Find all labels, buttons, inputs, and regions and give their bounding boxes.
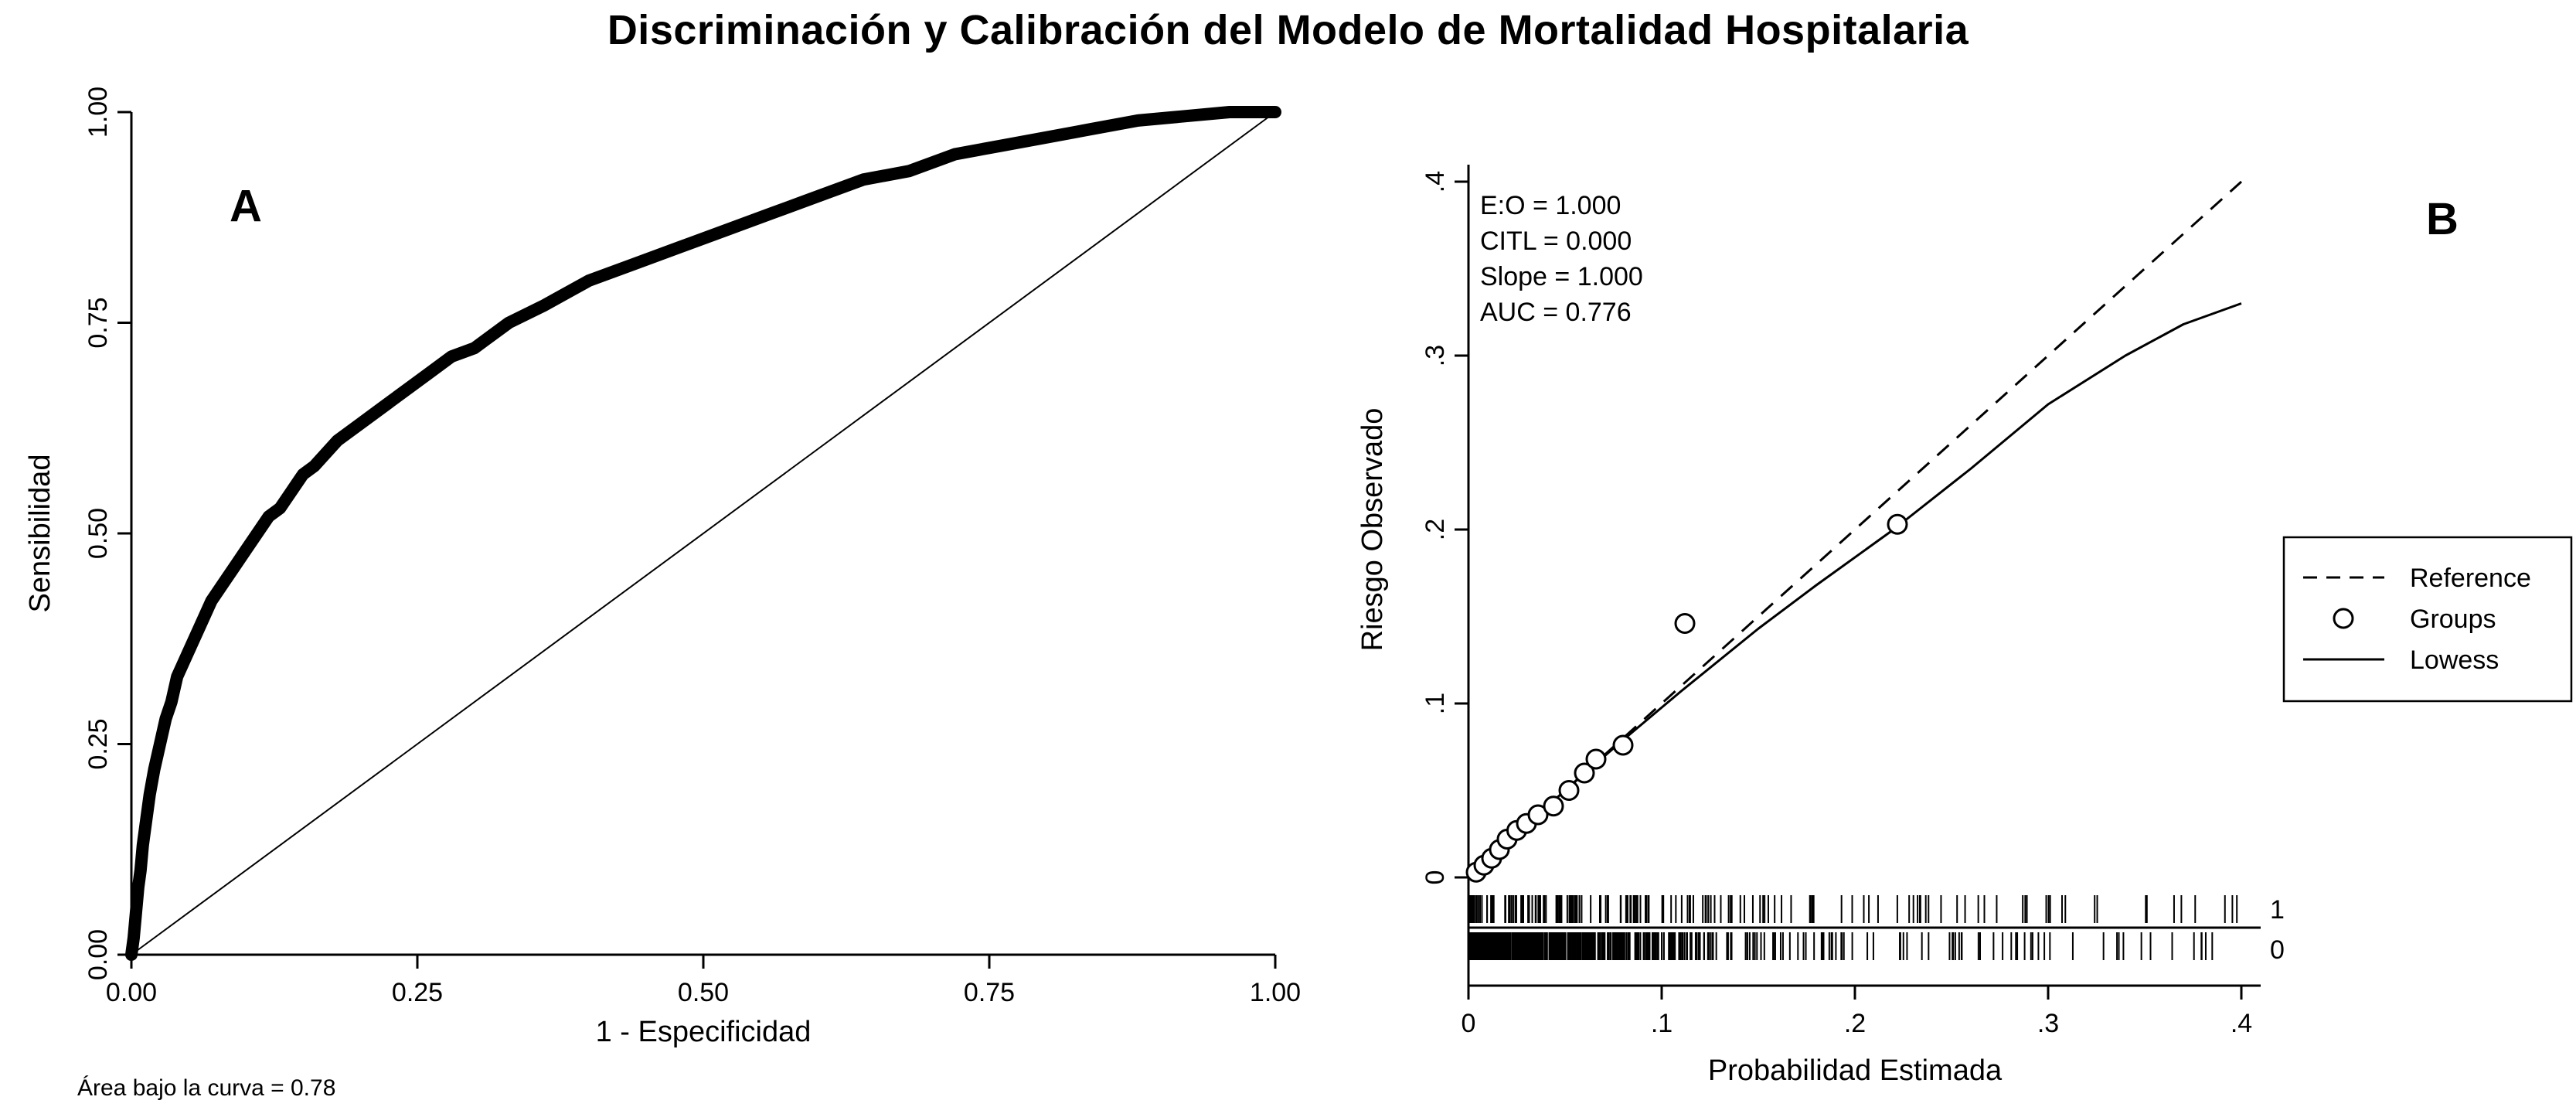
y-tick-label: .4	[1421, 171, 1450, 192]
y-tick-label: 0.50	[83, 508, 113, 559]
roc-chart: 0.00 0.25 0.50 0.75 1.00 0.00 0.25 0.50 0.75 1.00…	[24, 87, 1301, 1101]
legend-label: Reference	[2410, 564, 2531, 593]
x-axis-label: Probabilidad Estimada	[1708, 1054, 2003, 1087]
y-tick-label: .2	[1421, 519, 1450, 540]
diagonal-reference-line	[131, 111, 1276, 955]
y-tick-label: 0.25	[83, 718, 113, 769]
rug-label-events: 1	[2270, 895, 2285, 925]
x-tick-label: .2	[1844, 1009, 1866, 1038]
panel-label-a: A	[230, 182, 262, 232]
y-axis-label: Riesgo Observado	[1356, 408, 1389, 652]
x-tick-label: .3	[2037, 1009, 2059, 1038]
group-marker	[1585, 748, 1607, 770]
group-marker	[1558, 780, 1580, 801]
group-marker	[1527, 804, 1549, 826]
stats-line: CITL = 0.000	[1480, 227, 1632, 256]
x-tick-label: .1	[1651, 1009, 1673, 1038]
legend-label: Groups	[2410, 605, 2496, 634]
y-tick-label: 1.00	[83, 87, 113, 138]
legend-circle-icon	[2333, 608, 2354, 629]
x-tick-label: 0.75	[964, 978, 1015, 1007]
group-marker	[1612, 734, 1634, 756]
x-tick-label: 1.00	[1250, 978, 1301, 1007]
y-tick-label: .3	[1421, 345, 1450, 366]
calibration-chart: 0 .1 .2 .3 .4 0 .1 .2 .3 .4 Probabilidad Estimada R…	[1356, 165, 2573, 1087]
y-tick-label: 0.00	[83, 929, 113, 980]
rug-events	[1468, 895, 2238, 923]
y-tick-label: 0	[1421, 870, 1450, 885]
y-tick-label: 0.75	[83, 297, 113, 348]
panel-label-b: B	[2426, 194, 2459, 244]
figure-title: Discriminación y Calibración del Modelo …	[607, 7, 1969, 53]
x-axis-label: 1 - Especificidad	[596, 1016, 812, 1048]
x-tick-label: 0.25	[392, 978, 443, 1007]
rug-nonevents	[1468, 932, 2214, 960]
x-tick-label: .4	[2231, 1009, 2252, 1038]
roc-curve	[125, 106, 1281, 961]
lowess-line	[1467, 302, 2242, 879]
y-tick-label: .1	[1421, 693, 1450, 714]
rug-label-nonevents: 0	[2270, 935, 2285, 965]
stats-line: E:O = 1.000	[1480, 191, 1621, 220]
auc-annotation: Área bajo la curva = 0.78	[77, 1075, 335, 1101]
legend: Reference Groups Lowess	[2282, 536, 2573, 703]
x-tick-label: 0.00	[106, 978, 157, 1007]
x-tick-label: 0.50	[678, 978, 729, 1007]
y-axis-label: Sensibilidad	[24, 455, 56, 613]
x-tick-label: 0	[1462, 1009, 1476, 1038]
group-marker	[1574, 762, 1595, 784]
group-marker	[1887, 513, 1908, 535]
legend-label: Lowess	[2410, 645, 2499, 675]
stats-line: Slope = 1.000	[1480, 262, 1643, 291]
stats-line: AUC = 0.776	[1480, 298, 1632, 327]
group-marker	[1543, 795, 1564, 817]
legend-box	[2282, 536, 2573, 703]
group-marker	[1674, 613, 1696, 634]
